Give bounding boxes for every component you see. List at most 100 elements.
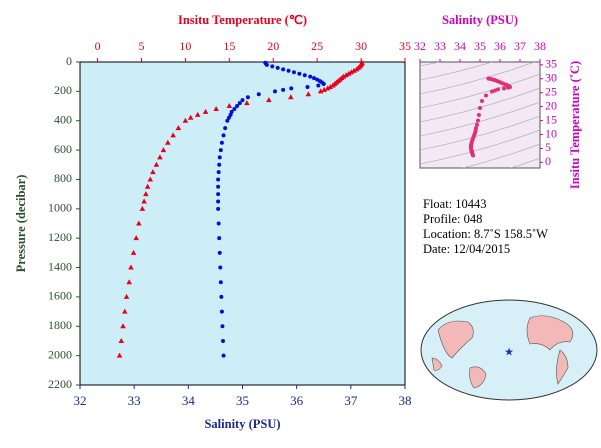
temperature-point xyxy=(194,111,201,117)
salinity-point xyxy=(316,83,321,88)
isopycnal xyxy=(462,143,540,168)
isopycnal xyxy=(420,73,540,109)
ts-point xyxy=(475,122,479,127)
salinity-point xyxy=(228,112,233,117)
x-top-tick-label: 10 xyxy=(179,39,191,53)
inset-y-tick-label: 5 xyxy=(545,140,551,154)
ts-point xyxy=(477,113,481,117)
temperature-point xyxy=(141,198,147,204)
temperature-point xyxy=(120,323,126,329)
temperature-point xyxy=(187,114,194,120)
temperature-point xyxy=(226,103,233,109)
salinity-point xyxy=(219,294,224,299)
map-location-marker: ★ xyxy=(504,347,514,359)
salinity-point xyxy=(217,155,222,160)
isopycnal xyxy=(510,157,540,168)
inset-x-tick-label: 35 xyxy=(474,39,486,53)
salinity-point xyxy=(281,87,286,92)
salinity-point xyxy=(289,86,294,91)
inset-y-tick-label: 20 xyxy=(545,98,557,112)
temperature-point xyxy=(324,85,331,91)
x-top-axis-title: Insitu Temperature (℃) xyxy=(178,13,307,27)
salinity-point xyxy=(218,148,223,153)
temperature-point xyxy=(150,169,156,175)
temperature-point xyxy=(133,235,140,241)
inset-x-tick-label: 34 xyxy=(454,39,466,53)
temperature-point xyxy=(118,337,125,343)
salinity-point xyxy=(235,104,240,109)
x-axis-title: Salinity (PSU) xyxy=(204,417,280,431)
inset-x-tick-label: 33 xyxy=(434,39,446,53)
ts-point xyxy=(506,85,510,90)
inset-y-axis-title: Insitu Temperature (˚C) xyxy=(568,61,582,189)
salinity-point xyxy=(256,92,261,97)
salinity-point xyxy=(219,140,224,145)
temperature-point xyxy=(130,249,137,255)
x-tick-label: 35 xyxy=(236,393,249,408)
inset-x-tick-label: 36 xyxy=(494,39,506,53)
temperature-point xyxy=(165,139,171,145)
inset-y-tick-label: 0 xyxy=(545,154,551,168)
y-tick-label: 400 xyxy=(54,112,72,126)
y-tick-label: 2200 xyxy=(48,377,72,391)
temperature-point xyxy=(170,132,176,138)
salinity-point xyxy=(221,353,226,358)
x-top-tick-label: 0 xyxy=(95,39,101,53)
x-tick-label: 34 xyxy=(182,393,196,408)
isopycnal xyxy=(420,62,493,81)
isopycnal xyxy=(420,115,540,151)
plot-area xyxy=(79,61,406,386)
salinity-point xyxy=(216,177,221,182)
inset-y-tick-label: 10 xyxy=(545,126,557,140)
ts-point xyxy=(478,106,482,111)
temperature-point xyxy=(121,308,128,314)
temperature-point xyxy=(126,279,132,285)
y-tick-label: 1000 xyxy=(48,201,72,215)
map: ★ xyxy=(420,299,598,401)
salinity-point xyxy=(216,184,221,189)
ts-point xyxy=(476,118,480,123)
salinity-point xyxy=(264,62,269,67)
isopycnal xyxy=(420,129,540,165)
y-tick-label: 2000 xyxy=(48,347,72,361)
map-land xyxy=(526,315,574,351)
salinity-point xyxy=(220,324,225,329)
salinity-point xyxy=(312,76,316,81)
y-tick-label: 1200 xyxy=(48,230,72,244)
inset-x-tick-label: 32 xyxy=(414,39,426,53)
map-land xyxy=(431,357,443,371)
salinity-point xyxy=(219,309,224,314)
salinity-point xyxy=(270,64,275,69)
y-tick-label: 800 xyxy=(54,171,72,185)
temperature-point xyxy=(317,88,324,94)
x-top-tick-label: 15 xyxy=(223,39,235,53)
salinity-point xyxy=(281,67,286,72)
temperature-point xyxy=(244,100,250,106)
temperature-point xyxy=(305,91,312,97)
salinity-point xyxy=(218,265,223,270)
temperature-point xyxy=(160,147,167,153)
salinity-point xyxy=(216,170,221,175)
inset-y-tick-label: 25 xyxy=(545,84,557,98)
temperature-point xyxy=(128,264,134,270)
x-tick-label: 33 xyxy=(128,393,141,408)
salinity-point xyxy=(245,95,250,100)
y-tick-label: 1600 xyxy=(48,289,72,303)
temperature-point xyxy=(213,105,219,111)
temperature-point xyxy=(202,108,209,114)
x-top-tick-label: 30 xyxy=(355,39,367,53)
map-land xyxy=(437,320,474,359)
ts-point xyxy=(490,89,494,94)
salinity-point xyxy=(308,74,313,79)
salinity-point xyxy=(286,68,291,73)
inset-x-axis-title: Salinity (PSU) xyxy=(442,13,518,27)
x-top-tick-label: 25 xyxy=(311,39,323,53)
float-info: Location: 8.7˚S 158.5˚W xyxy=(423,227,548,241)
ts-point xyxy=(493,88,497,93)
x-tick-label: 32 xyxy=(74,393,87,408)
salinity-point xyxy=(226,115,231,120)
temperature-point xyxy=(288,94,294,100)
map-land xyxy=(556,349,569,385)
isopycnal xyxy=(420,62,536,95)
